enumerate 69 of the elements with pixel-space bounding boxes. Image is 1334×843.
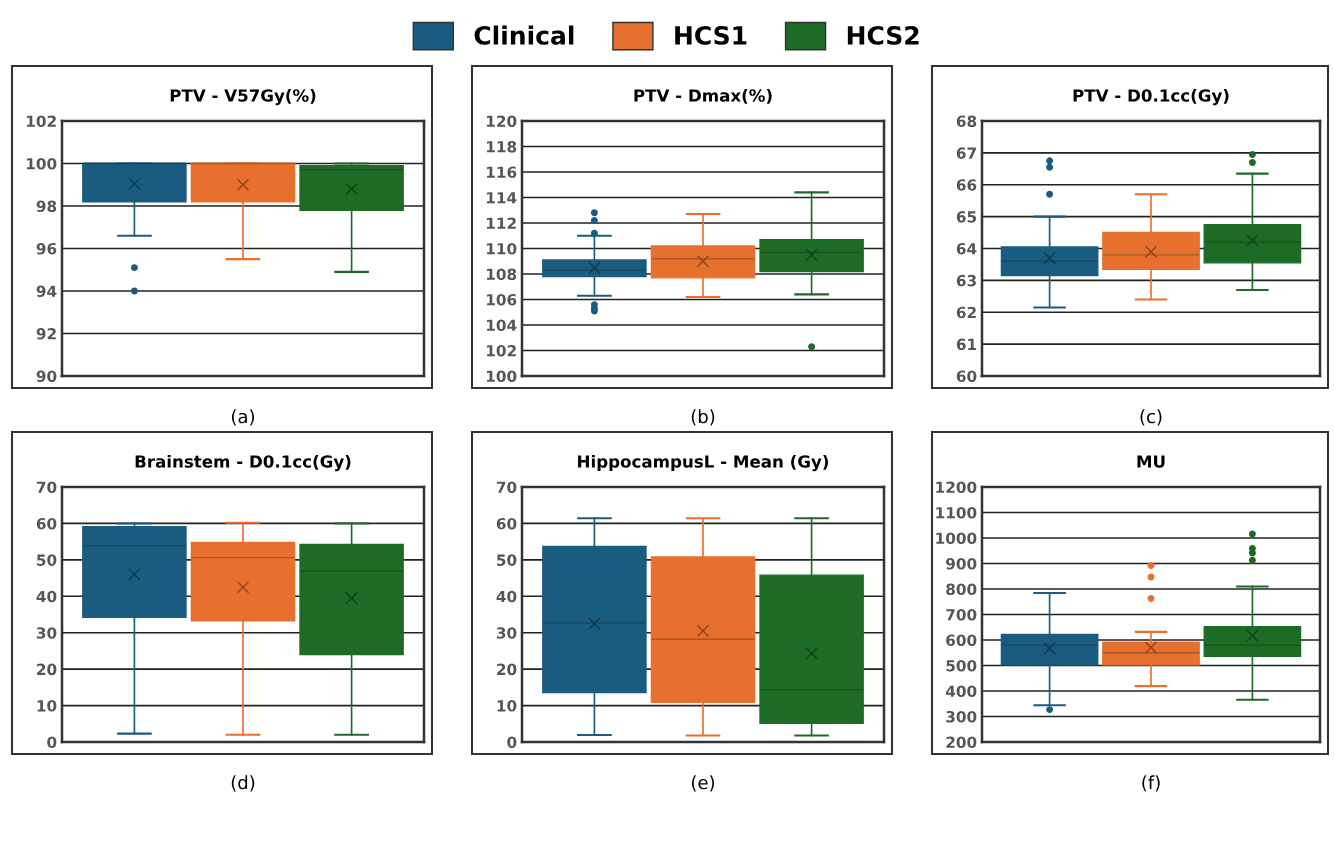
y-tick-label: 10	[37, 700, 57, 712]
chart-title: PTV - Dmax(%)	[634, 88, 772, 104]
y-tick-label: 10	[497, 700, 517, 712]
y-tick-label: 60	[496, 517, 517, 530]
y-tick-label: 0	[507, 736, 517, 749]
y-tick-label: 60	[36, 517, 57, 530]
y-tick-label: 110	[486, 242, 517, 255]
y-tick-label: 20	[497, 663, 517, 676]
y-tick-label: 94	[36, 285, 57, 298]
legend-label: HCS2	[847, 25, 919, 45]
y-tick-label: 1100	[936, 506, 977, 519]
chart-title: PTV - D0.1cc(Gy)	[1073, 88, 1229, 106]
y-tick-label: 64	[956, 242, 977, 255]
y-tick-label: 40	[36, 590, 57, 603]
y-tick-label: 116	[486, 166, 517, 179]
y-tick-label: 700	[946, 608, 977, 621]
y-tick-label: 66	[956, 179, 977, 191]
y-tick-label: 104	[486, 319, 517, 332]
y-tick-label: 40	[496, 590, 517, 603]
y-tick-label: 65	[956, 211, 977, 223]
legend-label: HCS1	[675, 25, 747, 45]
y-tick-label: 70	[36, 481, 57, 494]
y-tick-label: 500	[946, 659, 977, 672]
y-tick-label: 900	[946, 557, 977, 570]
y-tick-label: 68	[956, 115, 977, 128]
y-tick-label: 60	[956, 370, 977, 383]
y-tick-label: 300	[946, 710, 977, 723]
y-tick-label: 100	[486, 370, 517, 383]
y-tick-label: 70	[496, 481, 517, 494]
y-tick-label: 61	[956, 338, 977, 351]
y-tick-label: 114	[486, 192, 517, 204]
y-tick-label: 30	[496, 627, 517, 639]
y-tick-label: 118	[486, 140, 517, 153]
y-tick-label: 112	[486, 217, 516, 229]
chart-title: MU	[1137, 455, 1165, 468]
y-tick-label: 108	[486, 268, 517, 281]
y-tick-label: 106	[486, 293, 517, 306]
y-tick-label: 600	[946, 634, 977, 647]
y-tick-label: 0	[47, 736, 57, 749]
chart-title: PTV - V57Gy(%)	[170, 88, 316, 106]
y-tick-label: 120	[486, 115, 517, 128]
x-axis-title: (d)	[231, 775, 255, 792]
y-tick-label: 1000	[936, 532, 977, 545]
y-tick-label: 800	[946, 583, 977, 596]
y-tick-label: 30	[36, 627, 57, 639]
x-axis-title: (a)	[231, 409, 255, 426]
y-tick-label: 50	[37, 554, 57, 566]
y-tick-label: 50	[497, 554, 517, 566]
y-tick-label: 67	[956, 147, 976, 159]
x-axis-title: (b)	[691, 409, 715, 426]
y-tick-label: 98	[36, 200, 57, 213]
y-tick-label: 92	[36, 327, 56, 340]
y-tick-label: 96	[36, 242, 57, 255]
x-axis-title: (c)	[1140, 409, 1162, 426]
x-axis-title: (f)	[1142, 775, 1160, 792]
legend-label: Clinical	[474, 25, 574, 45]
y-tick-label: 20	[37, 663, 57, 676]
y-tick-label: 400	[945, 685, 977, 698]
y-tick-label: 100	[26, 157, 57, 170]
chart-title: Brainstem - D0.1cc(Gy)	[135, 454, 351, 472]
y-tick-label: 62	[956, 306, 976, 319]
chart-title: HippocampusL - Mean (Gy)	[578, 454, 829, 472]
y-tick-label: 102	[26, 115, 56, 128]
y-tick-label: 63	[956, 274, 976, 287]
y-tick-label: 90	[36, 370, 57, 383]
y-tick-label: 102	[486, 344, 516, 357]
y-tick-label: 200	[946, 736, 977, 749]
y-tick-label: 1200	[936, 481, 977, 494]
x-axis-title: (e)	[691, 775, 715, 792]
